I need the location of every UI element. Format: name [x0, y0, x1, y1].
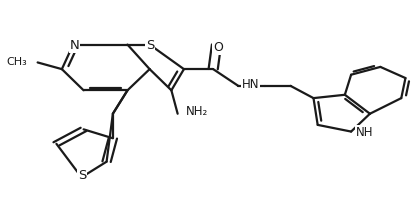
Text: NH₂: NH₂ [186, 105, 208, 118]
Text: N: N [69, 39, 79, 52]
Text: CH₃: CH₃ [6, 57, 27, 67]
Text: S: S [78, 169, 87, 182]
Text: HN: HN [242, 78, 259, 91]
Text: NH: NH [356, 126, 374, 139]
Text: S: S [146, 39, 154, 52]
Text: O: O [213, 41, 223, 54]
